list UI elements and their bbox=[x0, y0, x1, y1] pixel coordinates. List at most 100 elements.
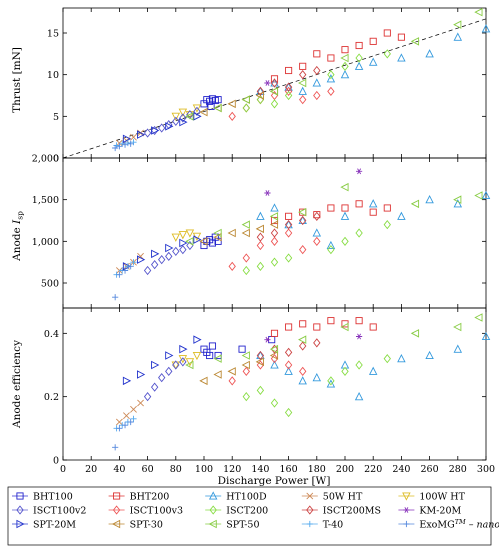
x-tick-label: 260 bbox=[421, 464, 439, 475]
series-bht200-thrust bbox=[270, 29, 405, 83]
data-point-isct200 bbox=[284, 407, 293, 418]
data-point-spt-50 bbox=[298, 335, 307, 344]
data-point-bht200 bbox=[285, 66, 293, 75]
data-point-bht200 bbox=[355, 41, 363, 50]
data-point-isct200ms bbox=[299, 341, 307, 351]
legend-marker-bht100 bbox=[16, 492, 24, 500]
series-isct200ms-eff bbox=[256, 338, 321, 361]
data-point-isct100v3 bbox=[299, 366, 307, 376]
data-point-spt-30 bbox=[199, 107, 208, 117]
data-point-50w-ht bbox=[137, 399, 144, 407]
legend-label: SPT-30 bbox=[130, 519, 163, 530]
data-point-bht200 bbox=[383, 29, 391, 37]
x-tick-label: 60 bbox=[142, 464, 154, 475]
legend-marker-spt-30 bbox=[111, 519, 121, 529]
eff-y-tick-label: 0 bbox=[53, 456, 59, 467]
data-point-50w-ht bbox=[123, 412, 130, 420]
data-point-t-40 bbox=[130, 259, 137, 266]
data-point-isct100v3 bbox=[284, 228, 293, 238]
legend-marker-t-40 bbox=[306, 520, 313, 528]
marks-layer bbox=[112, 7, 491, 451]
data-point-spt-30 bbox=[213, 232, 222, 242]
series-100w-ht-isp bbox=[171, 229, 202, 242]
x-tick-label: 280 bbox=[449, 464, 467, 475]
data-point-exomg bbox=[121, 422, 129, 429]
data-point-ht100d bbox=[368, 366, 378, 375]
data-point-isct200ms bbox=[256, 232, 265, 242]
series-ht100d-isp bbox=[256, 190, 491, 250]
data-point-100w-ht bbox=[185, 229, 195, 238]
data-point-t-40 bbox=[130, 415, 137, 422]
series-100w-ht-thrust bbox=[171, 104, 202, 122]
data-point-bht200 bbox=[355, 200, 363, 208]
data-point-isct200ms bbox=[299, 70, 307, 80]
legend-marker-isct200ms bbox=[306, 505, 314, 515]
series-bht200-eff bbox=[270, 317, 377, 337]
data-point-spt-20m bbox=[179, 117, 188, 127]
data-point-isct200 bbox=[355, 228, 363, 238]
data-point-ht100d bbox=[481, 331, 491, 341]
data-point-exomg bbox=[116, 143, 123, 150]
data-point-bht200 bbox=[285, 212, 293, 220]
data-point-isct100v3 bbox=[327, 86, 335, 96]
data-point-spt-50 bbox=[298, 207, 307, 217]
data-point-spt-20m bbox=[193, 235, 202, 244]
series-isct200-eff bbox=[242, 354, 391, 418]
data-point-spt-20m bbox=[136, 130, 146, 139]
data-point-ht100d bbox=[326, 74, 336, 83]
data-point-100w-ht bbox=[171, 233, 181, 242]
data-point-ht100d bbox=[354, 61, 364, 70]
data-point-spt-50 bbox=[185, 360, 194, 370]
data-point-spt-20m bbox=[193, 112, 202, 121]
data-point-100w-ht bbox=[178, 355, 188, 364]
data-point-ht100d bbox=[284, 366, 293, 375]
data-point-isct100v3 bbox=[299, 245, 307, 255]
data-point-spt-50 bbox=[453, 322, 462, 332]
data-point-isct100v2 bbox=[143, 392, 152, 402]
legend-item-t-40: T-40 bbox=[301, 519, 343, 530]
data-point-isct100v3 bbox=[313, 90, 321, 101]
legend-frame bbox=[7, 486, 492, 546]
legend-label: ISCT200MS bbox=[323, 505, 381, 516]
legend-marker-ht100d bbox=[208, 491, 218, 500]
data-point-isct200 bbox=[355, 53, 363, 63]
data-point-isct100v3 bbox=[242, 253, 250, 263]
series-km-20m-isp bbox=[264, 168, 363, 196]
legend-label: ExoMGTM – nano bbox=[419, 518, 499, 531]
data-point-spt-50 bbox=[410, 329, 420, 338]
data-point-ht100d bbox=[270, 203, 279, 212]
data-point-ht100d bbox=[284, 219, 293, 229]
x-tick-label: 140 bbox=[251, 464, 269, 475]
data-point-isct200 bbox=[327, 376, 335, 386]
efficiency-y-axis-label: Anode efficiency bbox=[11, 340, 23, 429]
series-isct100v2-eff bbox=[143, 357, 187, 402]
data-point-bht100 bbox=[238, 345, 246, 353]
series-bht100-isp bbox=[200, 233, 222, 250]
legend-label: KM-20M bbox=[419, 505, 461, 516]
data-point-ht100d bbox=[298, 215, 307, 225]
data-point-exomg bbox=[112, 444, 119, 451]
data-point-ht100d bbox=[340, 211, 350, 220]
data-point-km-20m bbox=[264, 190, 271, 196]
data-point-spt-50 bbox=[213, 103, 222, 113]
legend-item-bht100: BHT100 bbox=[12, 491, 73, 502]
data-point-exomg bbox=[127, 140, 134, 147]
data-point-spt-20m bbox=[136, 370, 146, 379]
series-exomg-thrust bbox=[112, 140, 134, 152]
isp-axes-frame bbox=[62, 157, 487, 309]
data-point-spt-50 bbox=[213, 228, 222, 238]
data-point-spt-20m bbox=[179, 344, 188, 354]
data-point-spt-30 bbox=[199, 237, 208, 246]
data-point-bht200 bbox=[369, 208, 377, 216]
data-point-ht100d bbox=[368, 57, 378, 66]
series-spt-20m-thrust bbox=[122, 112, 202, 144]
eff-axes-frame bbox=[62, 307, 487, 461]
series-spt-50-eff bbox=[185, 313, 483, 370]
data-point-isct200 bbox=[383, 220, 391, 230]
data-point-ht100d bbox=[312, 372, 322, 382]
legend-marker-km-20m bbox=[403, 507, 410, 513]
thrust-y-tick-label: 5 bbox=[53, 112, 59, 123]
series-isct200ms-thrust bbox=[256, 65, 321, 96]
series-km-20m-eff bbox=[264, 333, 363, 343]
data-point-isct100v2 bbox=[158, 123, 166, 133]
